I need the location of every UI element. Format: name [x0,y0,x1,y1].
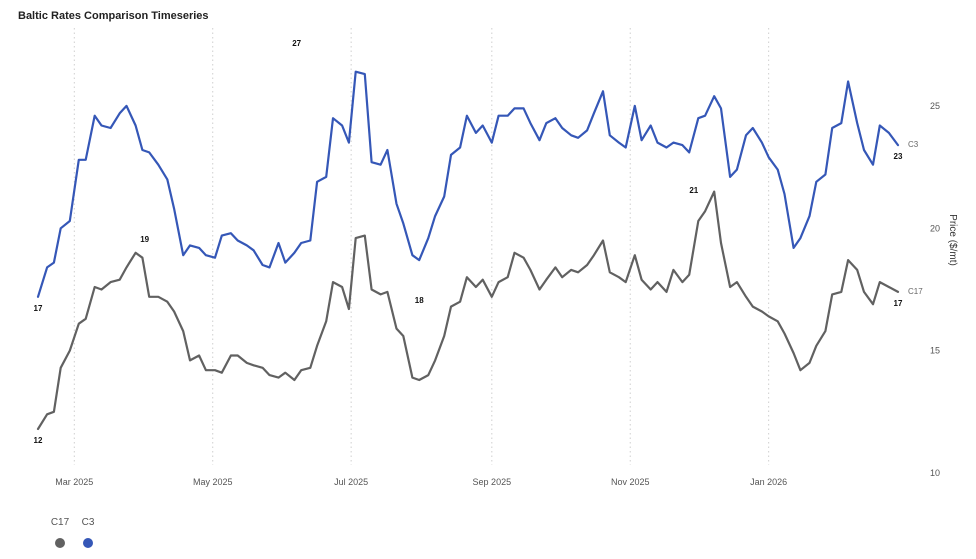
y-tick-label: 15 [930,346,940,356]
series-end-name: C17 [908,287,923,296]
data-label-end: 23 [894,152,903,161]
legend-label-c3: C3 [81,517,95,528]
legend-dot-c3 [83,538,93,548]
data-label-start: 17 [34,304,43,313]
x-tick-label: Nov 2025 [611,477,650,487]
series-end-name: C3 [908,140,919,149]
data-label-start: 12 [34,436,43,445]
chart-plot: 12 19 21 17 C17 17 27 18 23 C3 Mar 2025 May 2025 Ju… [34,28,958,487]
x-tick-label: Sep 2025 [473,477,512,487]
y-tick-label: 25 [930,101,940,111]
y-tick-label: 10 [930,468,940,478]
x-tick-label: Mar 2025 [55,477,93,487]
data-label-layer: 12 19 21 17 C17 17 27 18 23 C3 [34,39,924,445]
data-label-peak: 18 [415,296,424,305]
series-line-c17 [36,190,900,431]
series-layer [36,70,900,431]
legend-label-c17: C17 [50,517,70,528]
data-label-peak: 21 [689,186,698,195]
x-tick-label: Jan 2026 [750,477,787,487]
series-line-c3 [36,70,900,298]
x-tick-label: Jul 2025 [334,477,368,487]
data-label-end: 17 [894,299,903,308]
legend-item-c17[interactable]: C17 [48,517,72,548]
legend-dot-c17 [55,538,65,548]
grid-layer [73,28,770,465]
y-axis-title: Price ($/mt) [947,214,958,266]
axis-layer: Mar 2025 May 2025 Jul 2025 Sep 2025 Nov 2025… [55,101,958,487]
legend-item-c3[interactable]: C3 [76,517,100,548]
x-tick-label: May 2025 [193,477,233,487]
y-tick-label: 20 [930,223,940,233]
chart-title: Baltic Rates Comparison Timeseries [18,10,209,22]
data-label-peak: 27 [292,39,301,48]
data-label-peak: 19 [140,235,149,244]
